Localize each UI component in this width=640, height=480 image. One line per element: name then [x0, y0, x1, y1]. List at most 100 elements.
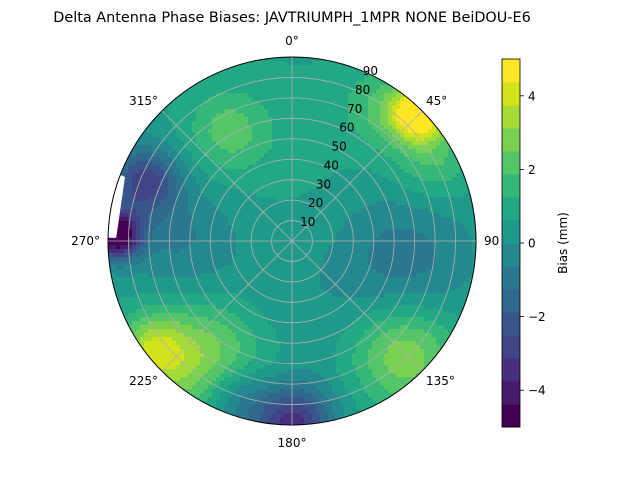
field-cell	[308, 289, 313, 294]
field-cell	[144, 233, 149, 238]
field-cell	[148, 125, 153, 130]
field-cell	[288, 169, 293, 174]
field-cell	[220, 257, 225, 262]
field-cell	[112, 297, 117, 302]
field-cell	[264, 157, 269, 162]
field-cell	[164, 209, 169, 214]
field-cell	[168, 305, 173, 310]
field-cell	[108, 257, 113, 262]
field-cell	[208, 293, 213, 298]
field-cell	[388, 121, 393, 126]
field-cell	[320, 137, 325, 142]
field-cell	[364, 81, 369, 86]
field-cell	[284, 89, 289, 94]
field-cell	[304, 269, 309, 274]
field-cell	[172, 133, 177, 138]
field-cell	[248, 129, 253, 134]
field-cell	[380, 81, 385, 86]
field-cell	[324, 229, 329, 234]
field-cell	[256, 213, 261, 218]
field-cell	[292, 217, 297, 222]
field-cell	[228, 129, 233, 134]
field-cell	[140, 277, 145, 282]
field-cell	[380, 165, 385, 170]
field-cell	[208, 301, 213, 306]
field-cell	[208, 125, 213, 130]
field-cell	[288, 241, 293, 246]
field-cell	[336, 85, 341, 90]
field-cell	[472, 233, 476, 238]
field-cell	[152, 305, 157, 310]
field-cell	[308, 205, 313, 210]
field-cell	[380, 281, 385, 286]
field-cell	[272, 269, 277, 274]
field-cell	[460, 237, 465, 242]
field-cell	[416, 297, 421, 302]
field-cell	[416, 261, 421, 266]
field-cell	[456, 297, 461, 302]
field-cell	[352, 149, 357, 154]
field-cell	[264, 233, 269, 238]
field-cell	[316, 293, 321, 298]
field-cell	[260, 249, 265, 254]
field-cell	[456, 181, 461, 186]
field-cell	[308, 245, 313, 250]
field-cell	[172, 305, 177, 310]
field-cell	[388, 89, 393, 94]
field-cell	[280, 149, 285, 154]
field-cell	[468, 269, 473, 274]
field-cell	[308, 217, 313, 222]
field-cell	[400, 165, 405, 170]
field-cell	[256, 273, 261, 278]
field-cell	[240, 197, 245, 202]
field-cell	[268, 69, 273, 74]
field-cell	[244, 137, 249, 142]
field-cell	[128, 289, 133, 294]
field-cell	[460, 209, 465, 214]
field-cell	[156, 305, 161, 310]
field-cell	[328, 257, 333, 262]
field-cell	[200, 93, 205, 98]
field-cell	[332, 237, 337, 242]
field-cell	[340, 249, 345, 254]
field-cell	[428, 129, 433, 134]
field-cell	[368, 129, 373, 134]
field-cell	[296, 265, 301, 270]
field-cell	[372, 149, 377, 154]
field-cell	[244, 113, 249, 118]
field-cell	[236, 245, 241, 250]
field-cell	[160, 245, 165, 250]
field-cell	[160, 169, 165, 174]
field-cell	[412, 285, 417, 290]
field-cell	[228, 161, 233, 166]
field-cell	[224, 145, 229, 150]
field-cell	[176, 177, 181, 182]
field-cell	[204, 117, 209, 122]
field-cell	[380, 205, 385, 210]
field-cell	[408, 261, 413, 266]
field-cell	[236, 281, 241, 286]
field-cell	[176, 165, 181, 170]
field-cell	[412, 153, 417, 158]
field-cell	[396, 245, 401, 250]
field-cell	[452, 169, 457, 174]
field-cell	[232, 61, 237, 66]
field-cell	[260, 69, 265, 74]
field-cell	[440, 233, 445, 238]
field-cell	[264, 85, 269, 90]
field-cell	[240, 113, 245, 118]
field-cell	[416, 301, 421, 306]
field-cell	[244, 297, 249, 302]
field-cell	[464, 249, 469, 254]
field-cell	[228, 305, 233, 310]
field-cell	[332, 201, 337, 206]
field-cell	[284, 173, 289, 178]
field-cell	[284, 85, 289, 90]
field-cell	[336, 73, 341, 78]
field-cell	[252, 249, 257, 254]
field-cell	[252, 165, 257, 170]
field-cell	[192, 249, 197, 254]
field-cell	[320, 205, 325, 210]
field-cell	[248, 113, 253, 118]
field-cell	[128, 241, 133, 246]
